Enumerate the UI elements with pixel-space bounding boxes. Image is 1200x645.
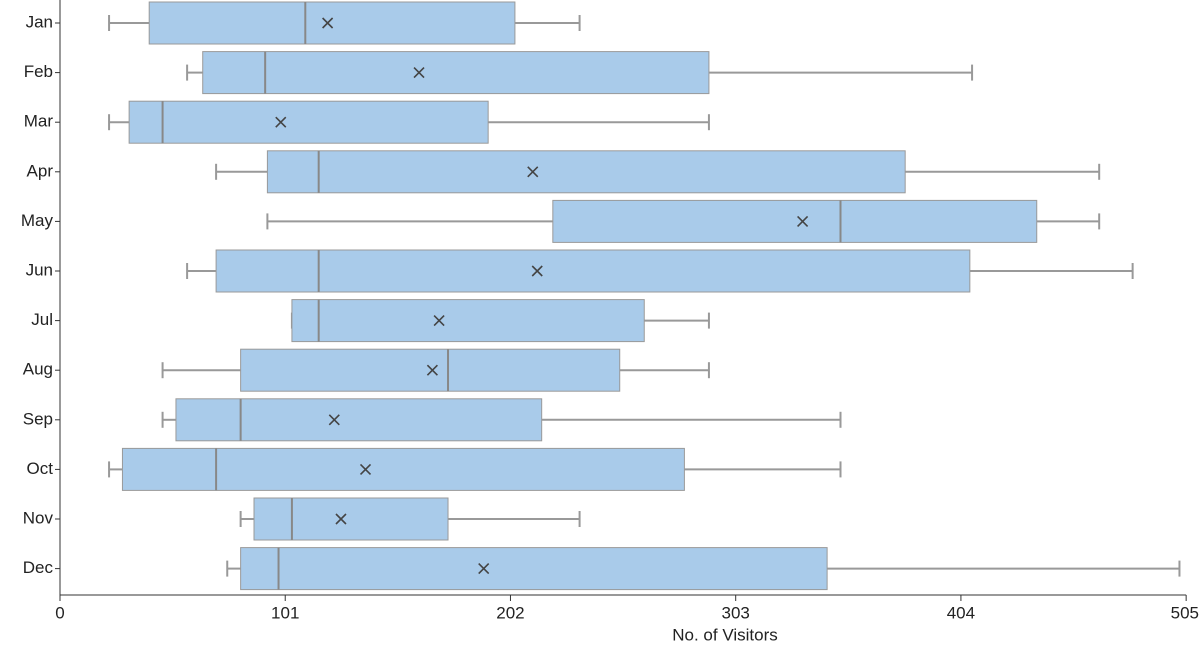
mean-marker — [527, 166, 539, 178]
mean-marker — [328, 414, 340, 426]
mean-marker — [335, 513, 347, 525]
y-tick-label: Oct — [27, 459, 54, 478]
mean-marker — [359, 463, 372, 475]
y-tick-label: May — [21, 211, 54, 230]
mean-marker — [275, 116, 287, 128]
box — [148, 1, 516, 45]
y-tick-label: Dec — [23, 558, 54, 577]
mean-marker — [531, 265, 543, 277]
y-tick-label: Jan — [26, 12, 53, 31]
y-tick-label: Jun — [26, 260, 53, 279]
y-tick-label: Mar — [24, 112, 54, 131]
box — [291, 299, 645, 343]
box — [128, 100, 489, 144]
y-tick-label: Sep — [23, 409, 53, 428]
x-tick-label: 404 — [947, 603, 975, 622]
box — [175, 398, 543, 442]
box — [266, 150, 906, 194]
box — [240, 547, 828, 591]
y-tick-label: Aug — [23, 360, 53, 379]
x-tick-label: 202 — [496, 603, 524, 622]
box — [215, 249, 971, 293]
y-tick-label: Feb — [24, 62, 53, 81]
mean-marker — [413, 67, 425, 79]
box — [552, 199, 1038, 243]
mean-marker — [433, 315, 445, 327]
box — [202, 51, 710, 95]
x-axis-title: No. of Visitors — [672, 625, 778, 644]
y-tick-label: Nov — [23, 508, 54, 527]
x-tick-label: 505 — [1171, 603, 1199, 622]
mean-marker — [478, 563, 490, 575]
box — [240, 348, 621, 392]
box — [121, 447, 685, 491]
mean-marker — [426, 364, 438, 376]
y-tick-label: Jul — [31, 310, 53, 329]
x-tick-label: 101 — [271, 603, 299, 622]
x-tick-label: 0 — [55, 603, 64, 622]
y-tick-label: Apr — [27, 161, 54, 180]
box — [253, 497, 449, 541]
mean-marker — [322, 17, 334, 29]
x-tick-label: 303 — [722, 603, 750, 622]
mean-marker — [797, 215, 809, 227]
